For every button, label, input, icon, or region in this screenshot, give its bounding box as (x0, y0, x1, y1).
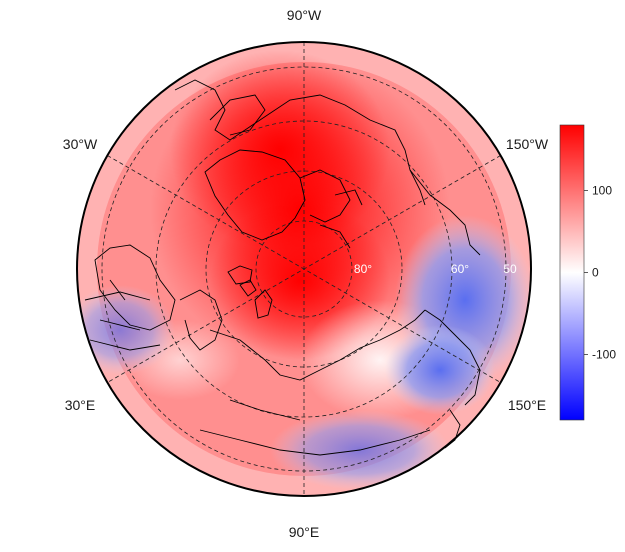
scandinavia-coast (179, 289, 223, 351)
alaska-coast (409, 169, 481, 256)
coastlines (84, 79, 481, 456)
lat-circle-80 (255, 220, 353, 318)
lat-label-outer: 50 (503, 262, 517, 276)
lat-label-inner: 80° (354, 262, 372, 276)
europe-coast (94, 244, 176, 331)
colorbar-tick-label: 100 (592, 184, 612, 198)
lon-label-upper-left: 30°W (63, 136, 98, 152)
hudson-bay-coast (209, 94, 266, 136)
lat-label-middle: 60° (451, 262, 469, 276)
lon-label-top: 90°W (287, 7, 322, 23)
kamchatka-coast (424, 309, 481, 406)
iceland-coast (227, 265, 253, 285)
colorbar: 100 0 -100 (559, 124, 616, 421)
graticule (101, 42, 507, 496)
colorbar-tick-label: -100 (592, 347, 616, 361)
anomaly-field (77, 42, 531, 496)
colorbar-tick-label: 0 (592, 266, 599, 280)
siberia-coast (209, 309, 426, 381)
greenland-coast (204, 149, 306, 241)
asia-interior-borders (199, 399, 431, 456)
lon-label-bottom: 90°E (289, 524, 320, 540)
lat-circle-60 (155, 120, 453, 418)
lon-label-upper-right: 150°W (506, 136, 549, 152)
novaya-zemlya-coast (254, 289, 273, 319)
canadian-archipelago-coast (299, 169, 363, 249)
north-america-coast (174, 79, 426, 206)
colorbar-ticks: 100 0 -100 (584, 184, 616, 361)
colorbar-gradient (559, 124, 585, 421)
lon-label-lower-left: 30°E (65, 397, 96, 413)
europe-borders (84, 279, 161, 351)
lon-label-lower-right: 150°E (508, 397, 546, 413)
meridian-150-330 (107, 155, 501, 383)
lat-circle-70 (205, 170, 403, 368)
map-boundary (76, 41, 532, 497)
svalbard-coast (239, 279, 257, 297)
